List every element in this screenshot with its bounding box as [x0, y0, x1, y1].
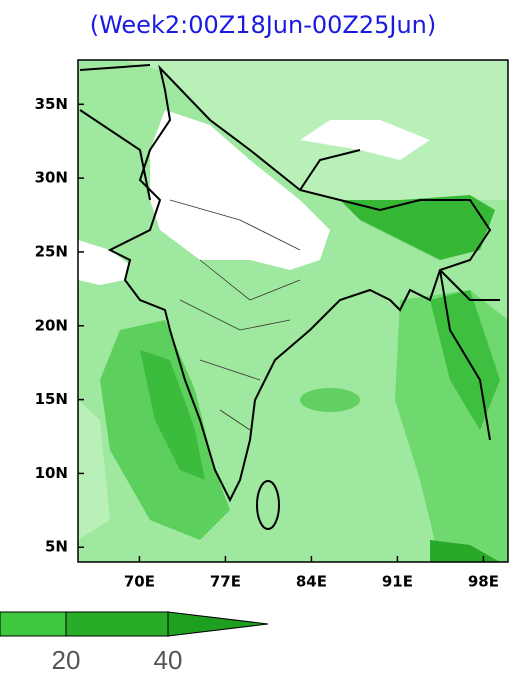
y-tick-label: 30N	[35, 169, 68, 187]
island	[256, 480, 280, 530]
x-tick-label: 84E	[296, 573, 327, 591]
y-tick-label: 15N	[35, 390, 68, 408]
x-tick-label: 91E	[382, 573, 413, 591]
colorbar	[0, 611, 269, 637]
map-field	[78, 60, 508, 562]
title: (Week2:00Z18Jun-00Z25Jun)	[90, 11, 437, 39]
x-tick-label: 98E	[468, 573, 499, 591]
y-tick-label: 20N	[35, 316, 68, 334]
colorbar-ticks: 20 40	[52, 645, 183, 675]
colorbar-label: 20	[52, 645, 81, 675]
y-tick-label: 35N	[35, 95, 68, 113]
y-tick-label: 5N	[45, 538, 68, 556]
x-tick-label: 77E	[210, 573, 241, 591]
y-tick-label: 25N	[35, 242, 68, 260]
ticks: 70E 77E 84E 91E 98E 5N 10N 15N 20N 25N 30N 35N	[35, 95, 499, 591]
y-tick-label: 10N	[35, 464, 68, 482]
country-border	[79, 64, 500, 441]
x-tick-label: 70E	[124, 573, 155, 591]
colorbar-label: 40	[154, 645, 183, 675]
map-frame	[77, 59, 509, 563]
country-border	[107, 64, 492, 503]
